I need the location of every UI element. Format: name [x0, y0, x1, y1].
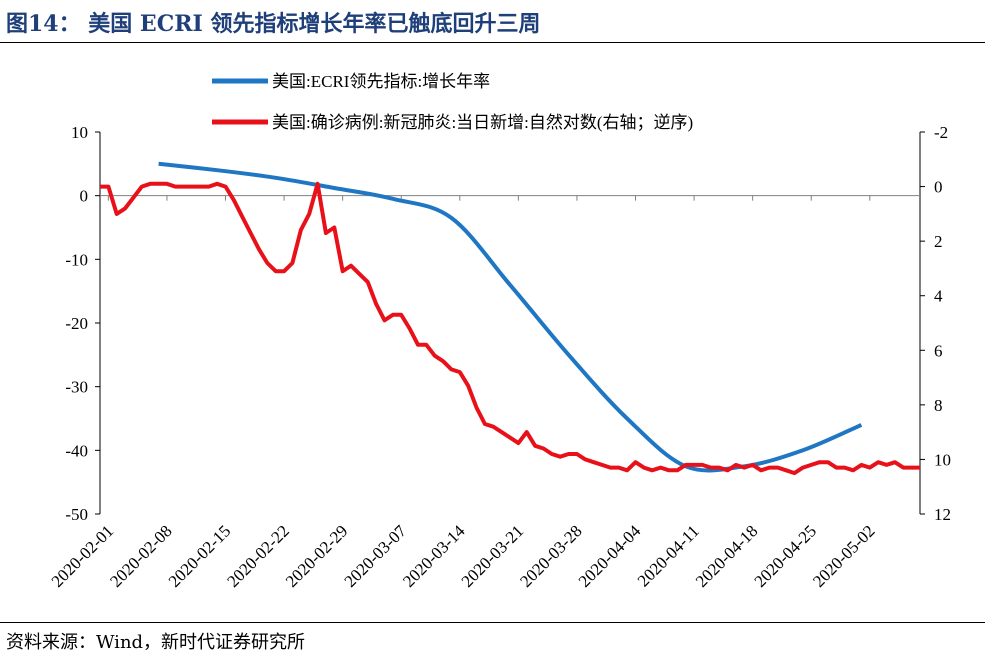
x-tick-label: 2020-04-11	[634, 521, 703, 590]
title-bar: 图14： 美国 ECRI 领先指标增长年率已触底回升三周	[0, 0, 985, 44]
source-note: 资料来源：Wind，新时代证券研究所	[6, 632, 306, 653]
left-tick-label: -50	[65, 505, 88, 524]
right-tick-label: 0	[934, 178, 943, 197]
x-tick-label: 2020-02-08	[106, 521, 176, 591]
right-tick-label: 12	[934, 505, 951, 524]
legend-label-covid: 美国:确诊病例:新冠肺炎:当日新增:自然对数(右轴；逆序)	[272, 113, 693, 132]
plot-lines	[100, 161, 920, 476]
x-tick-label: 2020-03-14	[399, 521, 469, 591]
left-tick-label: -30	[65, 378, 88, 397]
x-tick-label: 2020-02-22	[223, 521, 293, 591]
left-tick-label: -10	[65, 250, 88, 269]
x-tick-label: 2020-05-02	[809, 521, 879, 591]
right-tick-label: 4	[934, 287, 943, 306]
x-tick-label: 2020-02-15	[165, 521, 235, 591]
right-tick-label: 10	[934, 450, 951, 469]
series-line-covid	[100, 181, 920, 476]
x-tick-label: 2020-03-28	[516, 521, 586, 591]
chart-title: 图14： 美国 ECRI 领先指标增长年率已触底回升三周	[6, 11, 541, 37]
right-tick-label: -2	[934, 123, 948, 142]
x-tick-label: 2020-02-01	[48, 521, 118, 591]
x-tick-label: 2020-04-25	[751, 521, 821, 591]
left-tick-label: 10	[71, 123, 88, 142]
left-tick-label: -20	[65, 314, 88, 333]
right-tick-label: 8	[934, 396, 943, 415]
title-divider	[0, 42, 985, 43]
right-tick-label: 6	[934, 341, 943, 360]
legend-label-ecri: 美国:ECRI领先指标:增长年率	[272, 72, 490, 91]
right-tick-label: 2	[934, 232, 943, 251]
legend: 美国:ECRI领先指标:增长年率 美国:确诊病例:新冠肺炎:当日新增:自然对数(…	[212, 72, 693, 132]
chart-area: 美国:ECRI领先指标:增长年率 美国:确诊病例:新冠肺炎:当日新增:自然对数(…	[48, 72, 951, 591]
x-tick-label: 2020-02-29	[282, 521, 352, 591]
series-line-ecri	[158, 161, 863, 473]
left-tick-label: 0	[80, 187, 89, 206]
footer-divider	[0, 622, 985, 623]
x-tick-label: 2020-03-07	[341, 521, 411, 591]
x-tick-label: 2020-03-21	[458, 521, 528, 591]
x-tick-label: 2020-04-04	[575, 521, 645, 591]
axes: 100-10-20-30-40-50-20246810122020-02-012…	[48, 123, 951, 591]
left-tick-label: -40	[65, 441, 88, 460]
x-tick-label: 2020-04-18	[692, 521, 762, 591]
